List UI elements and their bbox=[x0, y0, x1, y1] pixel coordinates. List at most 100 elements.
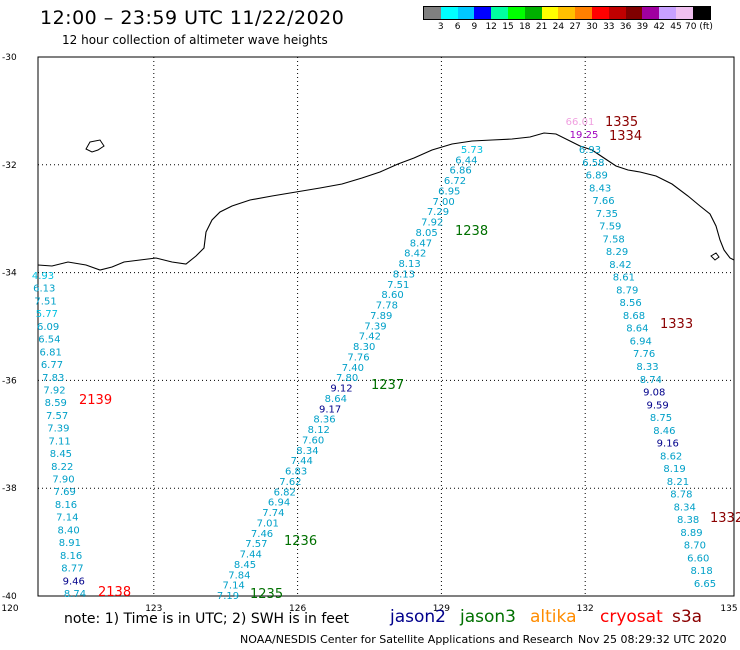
swh-value: 8.89 bbox=[680, 528, 702, 539]
swh-value: 7.92 bbox=[43, 385, 65, 396]
legend-swatch bbox=[575, 7, 592, 19]
swh-value: 7.01 bbox=[257, 518, 279, 529]
swh-value: 19.25 bbox=[570, 130, 599, 141]
swh-value: 8.12 bbox=[308, 425, 330, 436]
legend-swatch bbox=[524, 7, 542, 19]
legend-swatch bbox=[659, 7, 676, 19]
swh-value: 4.93 bbox=[32, 271, 54, 282]
sat-jason3: jason3 bbox=[460, 607, 516, 627]
swh-value: 7.74 bbox=[262, 508, 284, 519]
swh-value: 7.62 bbox=[279, 477, 301, 488]
swh-value: 7.58 bbox=[603, 234, 625, 245]
swh-value: 66.01 bbox=[566, 117, 595, 128]
swh-value: 7.14 bbox=[56, 513, 78, 524]
legend-label: 15 bbox=[502, 22, 514, 32]
legend-swatch bbox=[541, 7, 559, 19]
swh-value: 6.82 bbox=[274, 487, 296, 498]
swh-value: 7.57 bbox=[245, 539, 267, 550]
track-time-label: 1334 bbox=[609, 129, 642, 144]
axis-labels: 120 123 126 129 132 135 -30 -32 -34 -36 -38 -40 bbox=[1, 53, 737, 614]
legend-label: 30 bbox=[586, 22, 598, 32]
legend-label: 70 (ft) bbox=[685, 22, 713, 32]
legend-swatch bbox=[591, 7, 609, 19]
swh-value: 6.95 bbox=[438, 186, 460, 197]
legend-swatch bbox=[457, 7, 475, 19]
swh-value: 5.73 bbox=[461, 145, 483, 156]
swh-value: 9.16 bbox=[657, 439, 679, 450]
lat-tick-label: -40 bbox=[2, 592, 17, 602]
lon-tick-label: 126 bbox=[289, 604, 306, 614]
swh-value: 8.38 bbox=[677, 515, 699, 526]
swh-value: 8.36 bbox=[313, 415, 335, 426]
swh-value: 6.86 bbox=[450, 166, 472, 177]
swh-value: 8.74 bbox=[64, 589, 86, 600]
swh-value: 6.09 bbox=[37, 322, 59, 333]
swh-value: 9.08 bbox=[643, 388, 665, 399]
legend-swatch bbox=[507, 7, 525, 19]
swh-value: 8.33 bbox=[636, 362, 658, 373]
swh-value: 7.42 bbox=[359, 332, 381, 343]
legend-label: 6 bbox=[454, 22, 461, 32]
swh-value: 7.44 bbox=[240, 550, 262, 561]
swh-value: 6.72 bbox=[444, 176, 466, 187]
swh-value: 8.61 bbox=[613, 273, 635, 284]
sat-cryosat: cryosat bbox=[600, 607, 663, 627]
legend-label: 21 bbox=[535, 22, 548, 32]
swh-value: 8.40 bbox=[57, 525, 79, 536]
swh-value: 7.59 bbox=[599, 222, 621, 233]
swh-value: 8.45 bbox=[50, 449, 72, 460]
swh-value: 9.12 bbox=[330, 384, 352, 395]
legend-swatch bbox=[675, 7, 693, 19]
sat-jason2: jason2 bbox=[390, 607, 446, 627]
swh-value: 7.39 bbox=[47, 424, 69, 435]
legend-swatch bbox=[491, 7, 508, 19]
swh-value: 7.57 bbox=[46, 411, 68, 422]
track-time-label: 2138 bbox=[98, 585, 131, 600]
swh-value: 8.16 bbox=[55, 500, 77, 511]
lon-tick-label: 132 bbox=[577, 604, 594, 614]
lat-tick-label: -38 bbox=[2, 484, 17, 494]
swh-value: 7.66 bbox=[592, 196, 614, 207]
swh-value: 7.14 bbox=[223, 581, 245, 592]
swh-value: 8.47 bbox=[410, 238, 432, 249]
swh-value: 8.74 bbox=[640, 375, 662, 386]
swh-points: 4.936.137.515.776.096.546.816.777.837.92… bbox=[32, 117, 716, 602]
swh-value: 6.77 bbox=[41, 360, 63, 371]
swh-value: 6.13 bbox=[33, 284, 55, 295]
track-time-label: 1238 bbox=[455, 224, 488, 239]
swh-value: 9.46 bbox=[63, 576, 85, 587]
swh-value: 8.79 bbox=[616, 285, 638, 296]
page-title: 12:00 – 23:59 UTC 11/22/2020 bbox=[40, 7, 345, 29]
sat-s3a: s3a bbox=[672, 607, 703, 627]
legend-label: 45 bbox=[670, 22, 682, 32]
legend-swatch bbox=[608, 7, 626, 19]
legend-label: 42 bbox=[653, 22, 665, 32]
swh-value: 8.75 bbox=[650, 413, 672, 424]
swh-value: 7.92 bbox=[421, 218, 443, 229]
swh-value: 7.11 bbox=[49, 436, 71, 447]
coast-islet bbox=[710, 252, 720, 261]
lon-tick-label: 129 bbox=[433, 604, 450, 614]
lon-tick-label: 135 bbox=[720, 604, 737, 614]
swh-value: 8.56 bbox=[619, 298, 641, 309]
swh-value: 7.19 bbox=[217, 591, 239, 602]
lon-tick-label: 120 bbox=[1, 604, 18, 614]
swh-value: 8.13 bbox=[393, 269, 415, 280]
swh-value: 8.77 bbox=[61, 564, 83, 575]
swh-value: 6.83 bbox=[285, 467, 307, 478]
footer-timestamp: Nov 25 08:29:32 UTC 2020 bbox=[578, 633, 727, 646]
swh-value: 5.77 bbox=[36, 309, 58, 320]
swh-value: 8.42 bbox=[609, 260, 631, 271]
swh-value: 8.29 bbox=[606, 247, 628, 258]
swh-value: 7.46 bbox=[251, 529, 273, 540]
swh-value: 6.93 bbox=[579, 145, 601, 156]
swh-value: 8.30 bbox=[353, 342, 375, 353]
legend-label: 39 bbox=[636, 22, 649, 32]
legend-swatch bbox=[692, 7, 710, 19]
track-time-label: 1335 bbox=[605, 115, 638, 130]
lat-tick-label: -34 bbox=[2, 269, 17, 279]
footer-note: note: 1) Time is in UTC; 2) SWH is in fe… bbox=[64, 611, 350, 627]
swh-value: 7.83 bbox=[42, 373, 64, 384]
swh-value: 8.64 bbox=[325, 394, 347, 405]
swh-value: 6.81 bbox=[40, 347, 62, 358]
